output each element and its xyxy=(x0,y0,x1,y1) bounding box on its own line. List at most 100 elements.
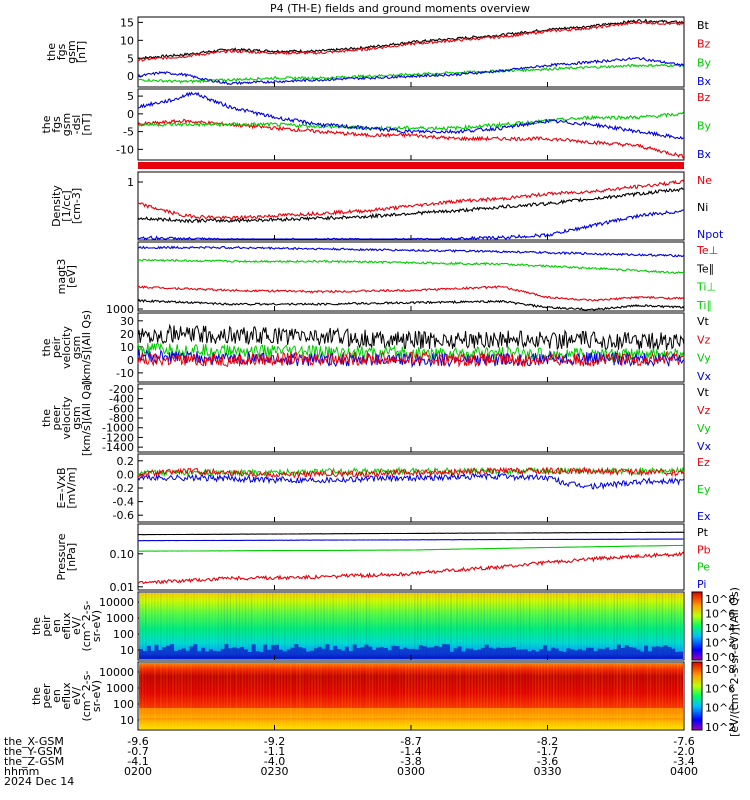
heatmap-stripe xyxy=(401,663,404,729)
heatmap-stripe xyxy=(680,663,682,729)
legend-Vx: Vx xyxy=(697,370,712,383)
y-tick-label: 1 xyxy=(127,176,134,189)
heatmap-stripe xyxy=(142,663,144,729)
heatmap-stripe xyxy=(417,663,419,729)
heatmap-stripe xyxy=(646,663,649,729)
heatmap-lowband xyxy=(170,644,175,658)
heatmap-stripe xyxy=(196,593,198,659)
heatmap-stripe xyxy=(661,663,664,729)
x-row-value: -1.1 xyxy=(264,745,285,758)
series-Pi xyxy=(138,538,684,542)
heatmap-lowband xyxy=(582,650,586,658)
y-axis-label-line: magt3 xyxy=(55,259,68,295)
heatmap-stripe xyxy=(450,593,452,659)
x-row-label: the_Y-GSM xyxy=(4,745,62,758)
heatmap-lowband xyxy=(379,647,384,658)
heatmap-lowband xyxy=(434,645,439,658)
heatmap-stripe xyxy=(589,663,591,729)
heatmap-stripe xyxy=(453,663,455,729)
heatmap-stripe xyxy=(214,593,217,659)
heatmap-lowband xyxy=(174,651,178,658)
x-row-value: -7.6 xyxy=(673,735,694,748)
heatmap-stripe xyxy=(492,593,495,659)
y-tick-label: 15 xyxy=(120,16,134,29)
heatmap-lowband xyxy=(648,651,652,658)
heatmap-stripe xyxy=(444,593,446,659)
heatmap-stripe xyxy=(247,593,250,659)
heatmap-stripe xyxy=(492,663,495,729)
heatmap-stripe xyxy=(580,663,582,729)
heatmap-stripe xyxy=(583,663,585,729)
heatmap-lowband xyxy=(480,647,485,658)
y-tick-label: 0.2 xyxy=(117,455,135,468)
series-Ti∥ xyxy=(137,298,685,311)
heatmap-lowband xyxy=(352,644,357,658)
heatmap-stripe xyxy=(335,593,337,659)
heatmap-stripe xyxy=(329,663,331,729)
heatmap-stripe xyxy=(350,593,353,659)
heatmap-stripe xyxy=(510,663,513,729)
heatmap-lowband xyxy=(185,650,190,658)
heatmap-stripe xyxy=(456,593,458,659)
heatmap-lowband xyxy=(181,648,186,658)
heatmap-stripe xyxy=(414,593,416,659)
heatmap-stripe xyxy=(256,593,259,659)
heatmap-stripe xyxy=(265,593,268,659)
heatmap-stripe xyxy=(269,663,271,729)
heatmap-stripe xyxy=(468,663,470,729)
y-axis-label-line: gsm xyxy=(65,40,78,63)
series-Bz xyxy=(137,20,685,62)
heatmap-stripe xyxy=(559,663,561,729)
heatmap-stripe xyxy=(235,593,238,659)
heatmap-stripe xyxy=(220,663,223,729)
heatmap-stripe xyxy=(417,593,419,659)
heatmap-stripe xyxy=(667,663,670,729)
heatmap-stripe xyxy=(398,663,401,729)
heatmap-lowband xyxy=(376,647,380,658)
y-tick-label: -600 xyxy=(109,402,134,415)
heatmap-lowband xyxy=(500,648,505,658)
heatmap-lowband xyxy=(515,649,520,658)
y-axis-label-line: eV/ xyxy=(70,617,83,635)
heatmap-band xyxy=(139,708,683,718)
heatmap-stripe xyxy=(374,663,377,729)
heatmap-lowband xyxy=(679,651,684,658)
heatmap-lowband xyxy=(154,644,159,658)
heatmap-stripe xyxy=(522,663,525,729)
legend-Pe: Pe xyxy=(697,561,710,574)
heatmap-stripe xyxy=(655,663,658,729)
heatmap-stripe xyxy=(377,663,380,729)
heatmap-stripe xyxy=(574,663,576,729)
y-axis-label-line: the xyxy=(30,687,43,705)
heatmap-stripe xyxy=(217,593,220,659)
heatmap-stripe xyxy=(435,593,437,659)
y-axis-label-line: [mV/m] xyxy=(65,467,78,508)
heatmap-stripe xyxy=(658,593,661,659)
heatmap-stripe xyxy=(296,663,298,729)
heatmap-lowband xyxy=(558,651,563,658)
heatmap-stripe xyxy=(477,593,479,659)
heatmap-stripe xyxy=(595,663,597,729)
series-Vz xyxy=(137,350,685,368)
heatmap-stripe xyxy=(287,593,289,659)
y-axis-label-line: fgs xyxy=(50,116,63,133)
y-tick-label: 1000 xyxy=(106,682,134,695)
heatmap-stripe xyxy=(453,593,455,659)
panel-frame xyxy=(137,88,685,161)
y-axis-label-line: sr-eV) xyxy=(90,680,103,712)
heatmap-stripe xyxy=(299,663,301,729)
heatmap-stripe xyxy=(438,663,440,729)
y-axis-label-line: eflux xyxy=(60,612,73,640)
heatmap-stripe xyxy=(586,663,588,729)
y-axis-label-line: [km/s](All Qa) xyxy=(80,380,93,456)
heatmap-lowband xyxy=(282,651,287,658)
heatmap-stripe xyxy=(489,663,492,729)
heatmap-stripe xyxy=(163,593,165,659)
heatmap-stripe xyxy=(332,593,334,659)
heatmap-stripe xyxy=(214,663,217,729)
legend-Pi: Pi xyxy=(697,578,706,591)
heatmap-stripe xyxy=(172,663,174,729)
heatmap-stripe xyxy=(468,593,470,659)
heatmap-lowband xyxy=(251,644,256,658)
heatmap-stripe xyxy=(371,663,374,729)
